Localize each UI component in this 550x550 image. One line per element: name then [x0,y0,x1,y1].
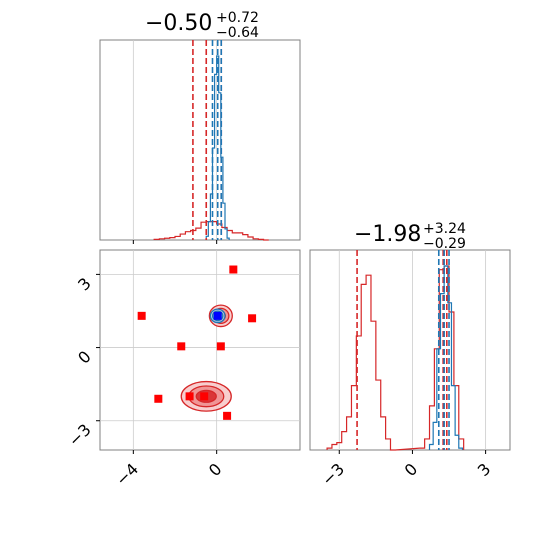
truth-marker-series-0-1 [137,311,146,320]
ytick-label-param2-1: 0 [74,347,95,368]
xtick-label-param1-1: 0 [205,459,226,480]
bottom-right-panel [309,249,511,451]
title-param2: −1.98 +3.24 −0.29 [354,221,466,252]
bottom-left-truth-points [137,265,257,420]
truth-marker-series-0-3 [177,342,186,351]
title-param2-median: −1.98 [354,222,421,247]
xtick-label-param2-2: 3 [474,459,495,480]
bottom-right-hist [326,265,465,451]
title-param2-minus: −0.29 [423,236,466,252]
ytick-label-param2-0: 3 [74,274,95,295]
truth-marker-series-0-6 [185,392,194,401]
bottom-right-grid [338,250,487,450]
truth-marker-series-0-7 [200,392,209,401]
top-left-quantiles [192,40,223,240]
hist-param1-series-0 [153,221,269,241]
title-param1-minus: −0.64 [216,25,259,41]
top-left-grid [132,40,218,240]
ytick-label-param2-2: −3 [65,420,95,450]
truth-marker-series-0-2 [248,314,257,323]
title-param1: −0.50 +0.72 −0.64 [145,10,259,41]
bottom-left-panel [99,249,301,451]
bottom-left-grid [100,250,300,450]
truth-marker-series-0-5 [154,394,163,403]
hist-param2-series-1 [428,265,464,450]
x-ticks-param1: −4 0 [112,240,225,490]
title-param1-plus: +0.72 [216,10,259,26]
top-left-hist [153,55,269,241]
truth-marker-series-0-0 [229,265,238,274]
top-left-panel [99,39,301,241]
y-ticks-param2: 3 0 −3 [65,274,100,450]
hist-param1-series-1 [205,55,230,240]
truth-marker-series-0-8 [223,411,232,420]
title-param1-median: −0.50 [145,11,212,36]
xtick-label-param1-0: −4 [112,459,142,489]
x-ticks-param2: −3 0 3 [318,450,494,490]
title-param2-plus: +3.24 [423,221,466,237]
xtick-label-param2-1: 0 [401,459,422,480]
bottom-right-quantiles [356,250,450,450]
truth-marker-series-1-0 [213,311,222,320]
truth-marker-series-0-4 [216,342,225,351]
xtick-label-param2-0: −3 [318,459,348,489]
